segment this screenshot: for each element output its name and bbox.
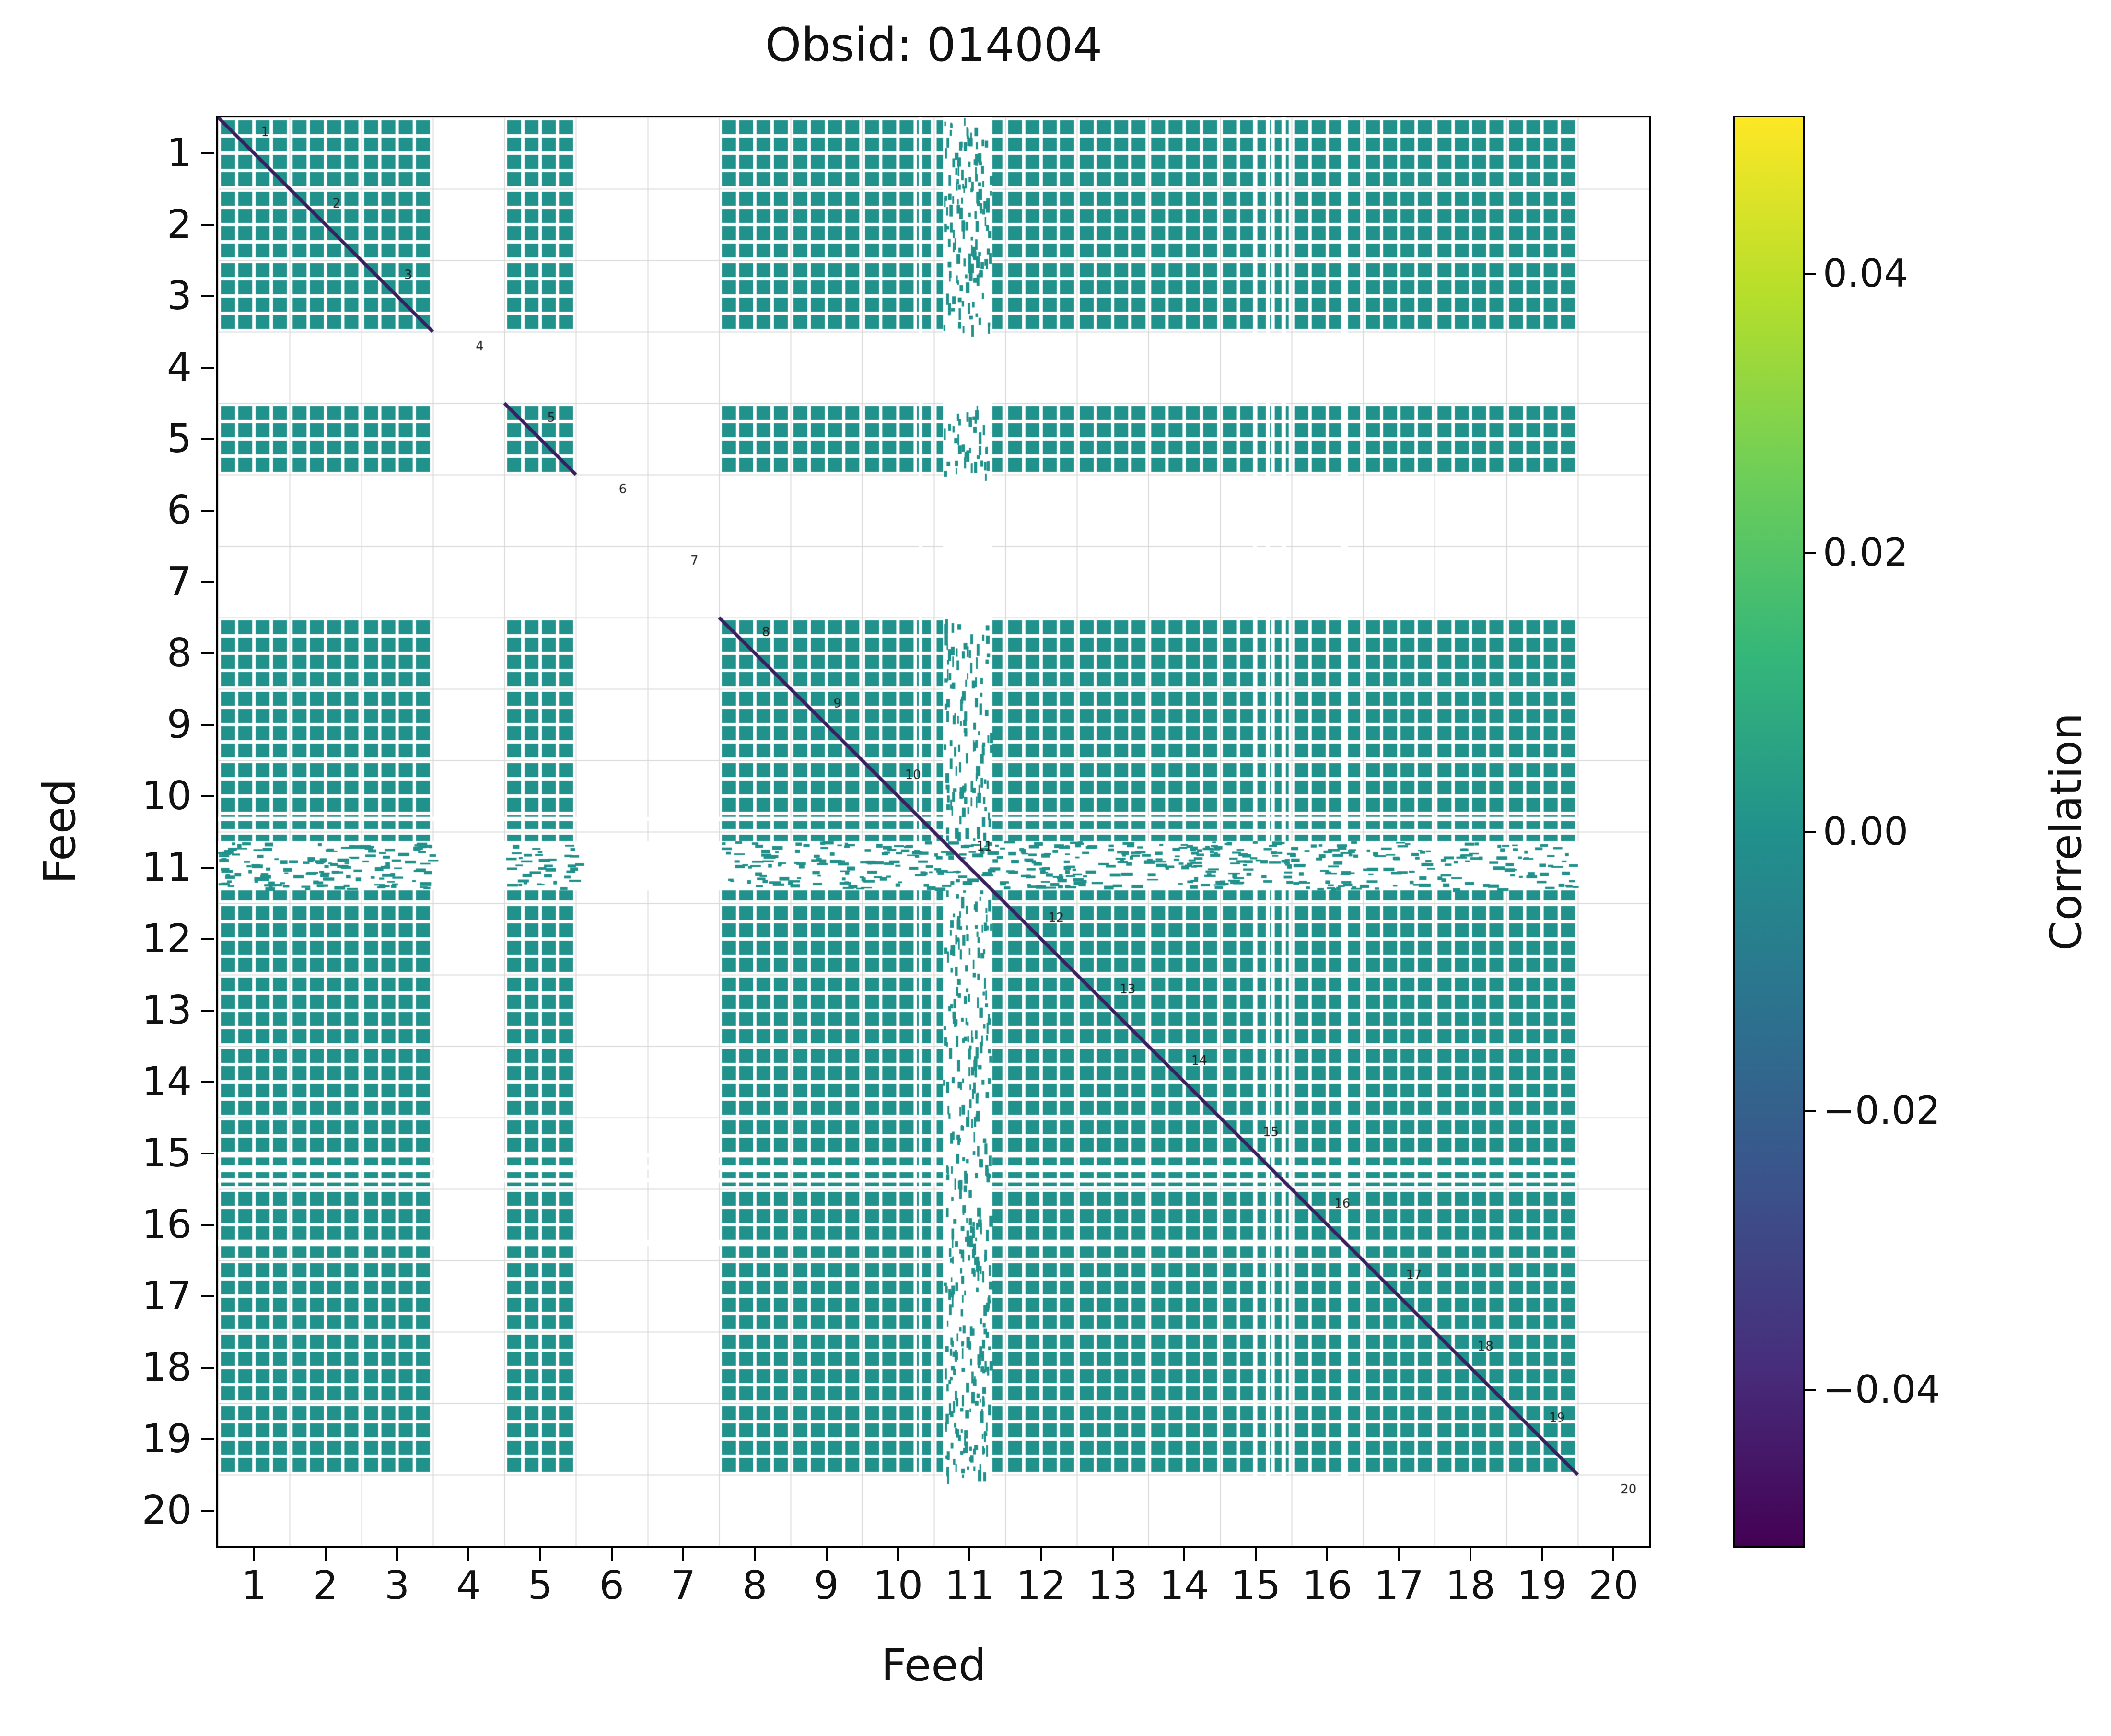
- x-tick-mark: [1183, 1548, 1185, 1561]
- x-tick-label: 14: [1159, 1563, 1210, 1608]
- x-tick-label: 3: [385, 1563, 410, 1608]
- y-tick-label: 3: [166, 273, 192, 319]
- x-tick-label: 1: [241, 1563, 267, 1608]
- y-tick-label: 9: [166, 701, 192, 747]
- colorbar-label: Correlation: [2041, 712, 2091, 951]
- x-tick-label: 16: [1302, 1563, 1353, 1608]
- x-tick-label: 18: [1445, 1563, 1496, 1608]
- x-tick-mark: [610, 1548, 613, 1561]
- y-tick-mark: [201, 1223, 214, 1226]
- x-tick-label: 5: [527, 1563, 553, 1608]
- y-tick-label: 6: [166, 487, 192, 533]
- x-tick-mark: [1326, 1548, 1329, 1561]
- y-axis-label: Feed: [34, 779, 85, 884]
- x-tick-mark: [897, 1548, 899, 1561]
- x-tick-mark: [467, 1548, 470, 1561]
- y-tick-label: 17: [141, 1273, 192, 1319]
- y-tick-mark: [201, 581, 214, 583]
- colorbar-tick-label: 0.02: [1823, 530, 1909, 575]
- x-tick-label: 9: [814, 1563, 839, 1608]
- colorbar-tick-mark: [1803, 272, 1816, 275]
- y-tick-label: 18: [141, 1344, 192, 1390]
- y-tick-mark: [201, 152, 214, 154]
- x-tick-mark: [1612, 1548, 1615, 1561]
- y-tick-mark: [201, 866, 214, 869]
- y-tick-label: 11: [141, 844, 192, 890]
- colorbar-tick-mark: [1803, 1389, 1816, 1391]
- x-tick-mark: [324, 1548, 327, 1561]
- x-tick-label: 7: [671, 1563, 696, 1608]
- colorbar-tick-mark: [1803, 831, 1816, 833]
- y-tick-label: 8: [166, 630, 192, 676]
- x-axis-label: Feed: [881, 1640, 987, 1691]
- y-tick-mark: [201, 1152, 214, 1154]
- y-tick-mark: [201, 1081, 214, 1083]
- x-tick-mark: [253, 1548, 255, 1561]
- y-tick-label: 16: [141, 1201, 192, 1247]
- x-tick-mark: [754, 1548, 756, 1561]
- y-tick-mark: [201, 723, 214, 726]
- x-tick-label: 4: [456, 1563, 481, 1608]
- y-tick-mark: [201, 1009, 214, 1012]
- x-tick-mark: [1111, 1548, 1114, 1561]
- y-tick-mark: [201, 509, 214, 512]
- colorbar-tick-label: 0.04: [1823, 251, 1909, 296]
- x-tick-label: 20: [1588, 1563, 1639, 1608]
- y-tick-mark: [201, 795, 214, 797]
- y-tick-mark: [201, 366, 214, 369]
- heatmap-plot: [216, 116, 1651, 1548]
- y-tick-label: 15: [141, 1130, 192, 1176]
- colorbar-tick-label: 0.00: [1823, 809, 1909, 854]
- y-tick-label: 10: [141, 773, 192, 819]
- colorbar-tick-label: −0.04: [1823, 1367, 1941, 1412]
- x-tick-label: 8: [742, 1563, 768, 1608]
- y-tick-mark: [201, 223, 214, 226]
- y-tick-mark: [201, 295, 214, 297]
- colorbar: [1733, 116, 1805, 1548]
- y-tick-label: 7: [166, 559, 192, 605]
- x-tick-label: 12: [1016, 1563, 1066, 1608]
- x-tick-mark: [396, 1548, 398, 1561]
- colorbar-tick-label: −0.02: [1823, 1088, 1941, 1133]
- x-tick-mark: [825, 1548, 828, 1561]
- y-tick-label: 1: [166, 130, 192, 176]
- y-tick-mark: [201, 652, 214, 654]
- colorbar-tick-mark: [1803, 1110, 1816, 1112]
- x-tick-label: 15: [1230, 1563, 1281, 1608]
- x-tick-label: 2: [313, 1563, 338, 1608]
- x-tick-mark: [1541, 1548, 1543, 1561]
- x-tick-label: 6: [599, 1563, 624, 1608]
- x-tick-label: 10: [873, 1563, 923, 1608]
- x-tick-mark: [1398, 1548, 1400, 1561]
- x-tick-label: 13: [1087, 1563, 1138, 1608]
- x-tick-mark: [1469, 1548, 1471, 1561]
- x-tick-mark: [682, 1548, 685, 1561]
- y-tick-label: 19: [141, 1416, 192, 1462]
- x-tick-label: 11: [944, 1563, 995, 1608]
- y-tick-label: 4: [166, 344, 192, 390]
- y-tick-label: 12: [141, 916, 192, 962]
- chart-title: Obsid: 014004: [765, 18, 1103, 72]
- y-tick-label: 13: [141, 987, 192, 1033]
- x-tick-label: 17: [1374, 1563, 1424, 1608]
- colorbar-gradient: [1735, 117, 1803, 1546]
- y-tick-label: 2: [166, 201, 192, 247]
- x-tick-mark: [968, 1548, 971, 1561]
- y-tick-mark: [201, 938, 214, 940]
- x-tick-mark: [1040, 1548, 1042, 1561]
- y-tick-mark: [201, 1438, 214, 1440]
- colorbar-tick-mark: [1803, 551, 1816, 554]
- y-tick-label: 5: [166, 416, 192, 462]
- y-tick-mark: [201, 1295, 214, 1297]
- x-tick-label: 19: [1516, 1563, 1567, 1608]
- x-tick-mark: [1255, 1548, 1257, 1561]
- y-tick-mark: [201, 438, 214, 440]
- x-tick-mark: [539, 1548, 541, 1561]
- y-tick-mark: [201, 1509, 214, 1512]
- heatmap-canvas: [218, 117, 1649, 1546]
- y-tick-mark: [201, 1366, 214, 1369]
- y-tick-label: 14: [141, 1059, 192, 1105]
- y-tick-label: 20: [141, 1487, 192, 1533]
